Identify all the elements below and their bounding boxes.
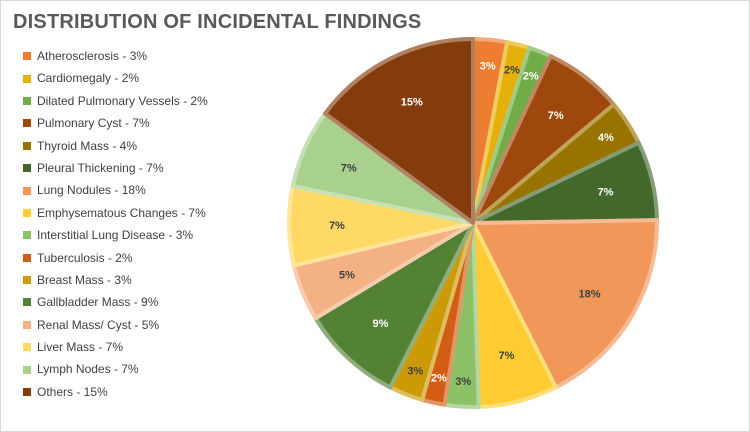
chart-title: DISTRIBUTION OF INCIDENTAL FINDINGS [13, 11, 422, 33]
slice-data-label: 7% [598, 187, 614, 199]
legend-swatch [23, 253, 31, 262]
legend-entry: Tuberculosis - 2% [23, 247, 208, 269]
legend-label: Others - 15% [37, 384, 108, 399]
legend-swatch [23, 186, 31, 195]
legend-swatch [23, 231, 31, 240]
slice-data-label: 3% [455, 376, 471, 388]
legend-swatch [23, 343, 31, 352]
legend-label: Tuberculosis - 2% [37, 250, 133, 265]
legend-entry: Others - 15% [23, 381, 208, 403]
legend-swatch [23, 320, 31, 329]
legend-entry: Emphysematous Changes - 7% [23, 202, 208, 224]
legend-swatch [23, 208, 31, 217]
legend-entry: Liver Mass - 7% [23, 336, 208, 358]
legend-entry: Pulmonary Cyst - 7% [23, 112, 208, 134]
legend-label: Atherosclerosis - 3% [37, 49, 148, 63]
legend-label: Liver Mass - 7% [37, 340, 124, 355]
slice-data-label: 5% [339, 270, 355, 282]
legend-swatch [23, 74, 31, 83]
legend-label: Pulmonary Cyst - 7% [37, 116, 150, 131]
legend-label: Interstitial Lung Disease - 3% [37, 228, 194, 243]
legend-label: Dilated Pulmonary Vessels - 2% [37, 93, 208, 108]
chart-legend: Atherosclerosis - 3% Cardiomegaly - 2% Dil… [23, 45, 208, 403]
legend-label: Lung Nodules - 18% [37, 183, 146, 198]
pie-slice [471, 218, 659, 390]
slice-data-label: 7% [329, 220, 345, 232]
legend-label: Pleural Thickening - 7% [37, 160, 164, 175]
legend-entry: Thyroid Mass - 4% [23, 135, 208, 157]
legend-swatch [23, 96, 31, 105]
legend-label: Gallbladder Mass - 9% [37, 295, 159, 310]
legend-entry: Dilated Pulmonary Vessels - 2% [23, 90, 208, 112]
legend-entry: Pleural Thickening - 7% [23, 157, 208, 179]
legend-swatch [23, 388, 31, 397]
slice-data-label: 4% [598, 132, 614, 144]
legend-swatch [23, 365, 31, 374]
legend-entry: Interstitial Lung Disease - 3% [23, 224, 208, 246]
legend-swatch [23, 52, 31, 61]
legend-entry: Gallbladder Mass - 9% [23, 291, 208, 313]
legend-swatch [23, 119, 31, 128]
legend-label: Renal Mass/ Cyst - 5% [37, 317, 160, 332]
slice-data-label: 2% [523, 71, 539, 83]
slice-data-label: 9% [373, 318, 389, 330]
slice-data-label: 2% [431, 373, 447, 385]
legend-entry: Atherosclerosis - 3% [23, 45, 208, 67]
legend-swatch [23, 276, 31, 285]
slice-data-label: 7% [341, 163, 357, 175]
slice-data-label: 2% [504, 65, 520, 77]
legend-entry: Breast Mass - 3% [23, 269, 208, 291]
legend-swatch [23, 164, 31, 173]
legend-label: Emphysematous Changes - 7% [37, 205, 206, 220]
slice-data-label: 15% [401, 96, 423, 108]
legend-entry: Cardiomegaly - 2% [23, 67, 208, 89]
slice-data-label: 7% [548, 110, 564, 122]
slice-data-label: 3% [480, 60, 496, 72]
pie-slice [313, 221, 475, 390]
slice-data-label: 3% [407, 365, 423, 377]
legend-label: Thyroid Mass - 4% [37, 138, 138, 153]
legend-label: Cardiomegaly - 2% [37, 71, 140, 86]
pie-slice [323, 37, 475, 225]
slice-data-label: 18% [578, 289, 600, 301]
legend-entry: Renal Mass/ Cyst - 5% [23, 314, 208, 336]
legend-label: Lymph Nodes - 7% [37, 362, 139, 377]
legend-entry: Lymph Nodes - 7% [23, 358, 208, 380]
legend-swatch [23, 141, 31, 150]
legend-swatch [23, 298, 31, 307]
slice-data-label: 7% [499, 350, 515, 362]
legend-entry: Lung Nodules - 18% [23, 179, 208, 201]
legend-label: Breast Mass - 3% [37, 272, 132, 287]
